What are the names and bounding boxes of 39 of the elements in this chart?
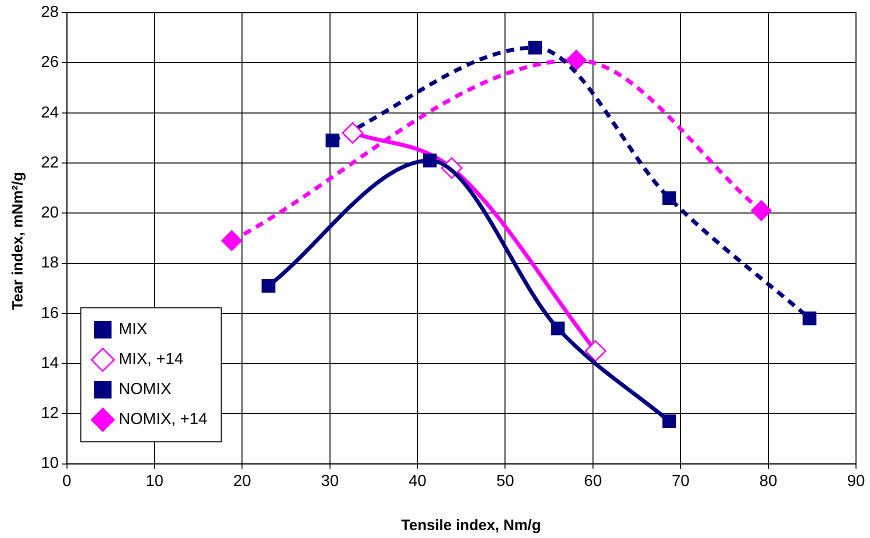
y-tick-label: 18 [41, 254, 59, 272]
x-tick-label: 40 [408, 472, 427, 490]
point [528, 40, 542, 55]
point [550, 322, 565, 336]
point [802, 312, 816, 326]
y-tick-label: 26 [41, 54, 59, 72]
x-tick-label: 0 [62, 472, 72, 490]
x-tick-label: 80 [759, 472, 778, 490]
x-tick-label: 90 [847, 472, 865, 490]
y-tick-label: 28 [41, 4, 59, 22]
y-tick-label: 14 [41, 354, 59, 372]
x-tick-label: 60 [584, 472, 602, 490]
point [566, 50, 587, 71]
y-tick-label: 22 [41, 154, 59, 172]
legend-label: NOMIX, +14 [118, 411, 208, 428]
point [221, 230, 242, 252]
x-tick-label: 20 [233, 472, 252, 490]
point [662, 414, 676, 428]
y-tick-label: 16 [41, 304, 59, 322]
y-tick-label: 12 [41, 405, 59, 422]
point [326, 134, 340, 148]
point [342, 122, 364, 144]
legend-label: MIX [118, 321, 148, 338]
y-axis-title: Tear index, mNm²/g [10, 172, 26, 310]
x-axis-title: Tensile index, Nm/g [401, 517, 541, 534]
x-tick-label: 50 [496, 472, 514, 490]
x-tick-label: 10 [146, 472, 164, 490]
y-tick-label: 10 [41, 455, 59, 472]
x-tick-label: 30 [320, 472, 339, 490]
y-tick-label: 24 [41, 104, 59, 122]
point [662, 191, 676, 205]
point [584, 340, 606, 362]
legend-label: NOMIX [118, 381, 172, 398]
y-tick-label: 20 [41, 204, 59, 222]
legend-label: MIX, +14 [118, 351, 184, 368]
point [750, 200, 772, 222]
x-tick-label: 70 [672, 472, 690, 490]
point [422, 154, 437, 168]
point [262, 278, 276, 293]
